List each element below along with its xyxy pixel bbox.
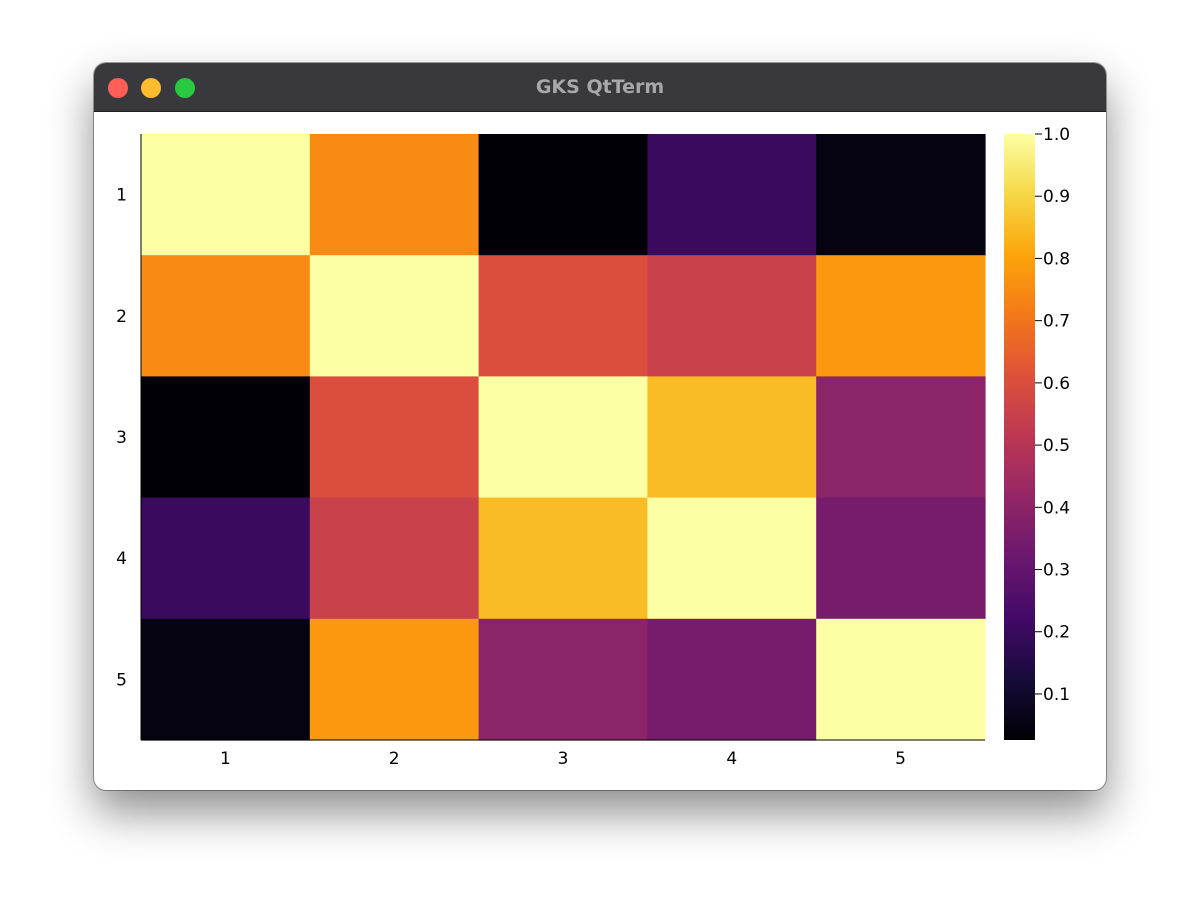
colorbar-tick-label: 0.8 [1043,249,1070,269]
heatmap-chart: 1 2 3 4 5 1 2 3 4 5 0.1 0.2 0.3 0.4 0.5 0.6 0.7 0.8 0.9 1.… [116,125,1070,769]
heatmap-cell [478,618,648,741]
colorbar-tick-label: 0.7 [1043,312,1070,332]
app-window: GKS QtTerm 1 2 3 4 5 1 2 3 4 5 0.1 0.2 0.3 0.4 0.5 0.6… [94,63,1106,790]
colorbar-tick-label: 0.2 [1043,623,1070,643]
heatmap-cell [478,497,648,620]
colorbar [1004,134,1035,740]
colorbar-ticks: 0.1 0.2 0.3 0.4 0.5 0.6 0.7 0.8 0.9 1.0 [1035,125,1070,705]
heatmap-cell [309,497,480,620]
y-tick-label: 2 [116,307,127,327]
y-tick-label: 4 [116,549,127,569]
heatmap-cell [141,497,311,620]
heatmap-cell [141,134,311,256]
heatmap-cell [141,255,311,377]
heatmap-cell [478,134,648,256]
heatmap-cell [478,376,648,499]
heatmap-cell [309,255,480,377]
title-bar[interactable]: GKS QtTerm [94,63,1106,112]
heatmap-cell [647,134,817,256]
colorbar-tick-label: 0.4 [1043,498,1070,518]
heatmap-cell [816,497,986,620]
heatmap-cell [816,255,986,377]
heatmap-cell [647,497,817,620]
colorbar-tick-label: 0.1 [1043,685,1070,705]
heatmap-cell [309,618,480,741]
y-tick-label: 3 [116,428,127,448]
y-tick-label: 5 [116,670,127,690]
heatmap-cell [816,376,986,499]
heatmap-cell [647,255,817,377]
colorbar-tick-label: 0.6 [1043,374,1070,394]
x-tick-label: 2 [389,749,400,769]
heatmap-cell [141,376,311,499]
window-title: GKS QtTerm [535,76,665,98]
heatmap-cell [309,134,480,256]
heatmap-cell [816,618,986,741]
y-tick-label: 1 [116,186,127,206]
minimize-button[interactable] [141,78,161,98]
heatmap-axes: 1 2 3 4 5 1 2 3 4 5 [116,134,985,769]
x-tick-label: 4 [726,749,737,769]
maximize-button[interactable] [175,78,195,98]
close-button[interactable] [108,78,128,98]
heatmap-cell [309,376,480,499]
heatmap-cell [647,618,817,741]
heatmap-cell [647,376,817,499]
x-tick-label: 1 [220,749,231,769]
heatmap-cell [478,255,648,377]
heatmap-cells [141,134,986,741]
colorbar-tick-label: 0.3 [1043,561,1070,581]
x-tick-label: 5 [895,749,906,769]
colorbar-tick-label: 1.0 [1043,125,1070,145]
heatmap-cell [816,134,986,256]
colorbar-tick-label: 0.9 [1043,187,1070,207]
heatmap-cell [141,618,311,741]
colorbar-tick-label: 0.5 [1043,436,1070,456]
x-tick-label: 3 [558,749,569,769]
